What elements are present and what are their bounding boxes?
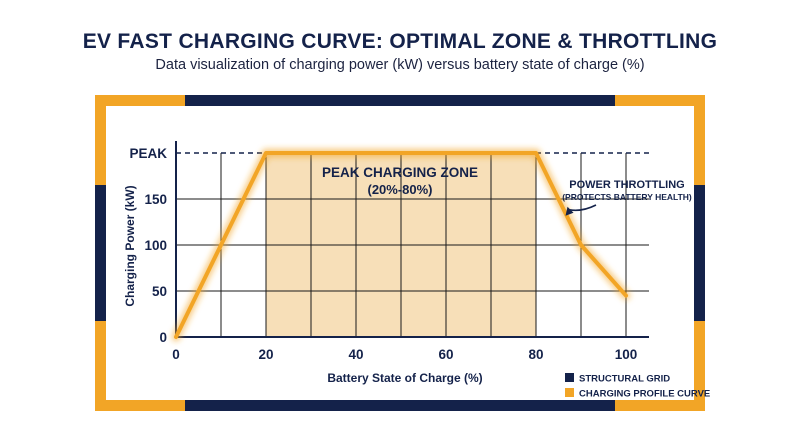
- x-tick-label: 0: [172, 347, 180, 362]
- zone-label-line1: PEAK CHARGING ZONE: [322, 165, 478, 180]
- x-tick-label: 100: [615, 347, 638, 362]
- y-axis-label: Charging Power (kW): [123, 185, 137, 306]
- legend-label: STRUCTURAL GRID: [579, 374, 670, 385]
- annotation-arrow-line: [569, 204, 597, 212]
- chart-labels: PEAK CHARGING ZONE (20%-80%) POWER THROT…: [123, 165, 692, 385]
- x-tick-label: 20: [258, 347, 273, 362]
- y-tick-label: PEAK: [129, 146, 167, 161]
- frame-right-bar: [694, 95, 705, 411]
- legend-swatch: [565, 388, 574, 397]
- x-axis-label: Battery State of Charge (%): [327, 371, 482, 385]
- throttle-annotation-line2: (PROTECTS BATTERY HEALTH): [562, 192, 692, 202]
- legend: STRUCTURAL GRID CHARGING PROFILE CURVE: [565, 373, 710, 400]
- frame-corner-bottom-left: [95, 321, 185, 411]
- y-tick-label: 0: [159, 330, 167, 345]
- y-tick-label: 100: [144, 238, 167, 253]
- x-tick-label: 60: [438, 347, 453, 362]
- structural-grid: [176, 153, 649, 337]
- decorative-frame: [95, 95, 705, 411]
- legend-label: CHARGING PROFILE CURVE: [579, 389, 710, 400]
- frame-top-bar: [95, 95, 705, 106]
- x-tick-label: 80: [528, 347, 543, 362]
- chart-title: EV FAST CHARGING CURVE: OPTIMAL ZONE & T…: [82, 30, 718, 53]
- frame-corner-top-right: [615, 95, 705, 185]
- legend-swatch: [565, 373, 574, 382]
- chart-subtitle: Data visualization of charging power (kW…: [155, 57, 645, 73]
- annotation-arrowhead: [565, 206, 574, 216]
- zone-label-line2: (20%-80%): [367, 182, 432, 197]
- charging-curve-line: [174, 151, 628, 339]
- y-tick-label: 150: [144, 192, 167, 207]
- frame-corner-bottom-right: [615, 321, 705, 411]
- x-tick-label: 40: [348, 347, 363, 362]
- y-tick-label: 50: [152, 284, 167, 299]
- throttle-annotation-line1: POWER THROTTLING: [569, 179, 685, 191]
- frame-corner-top-left: [95, 95, 185, 185]
- frame-left-bar: [95, 95, 106, 411]
- frame-bottom-bar: [95, 400, 705, 411]
- charging-curve: [171, 148, 631, 342]
